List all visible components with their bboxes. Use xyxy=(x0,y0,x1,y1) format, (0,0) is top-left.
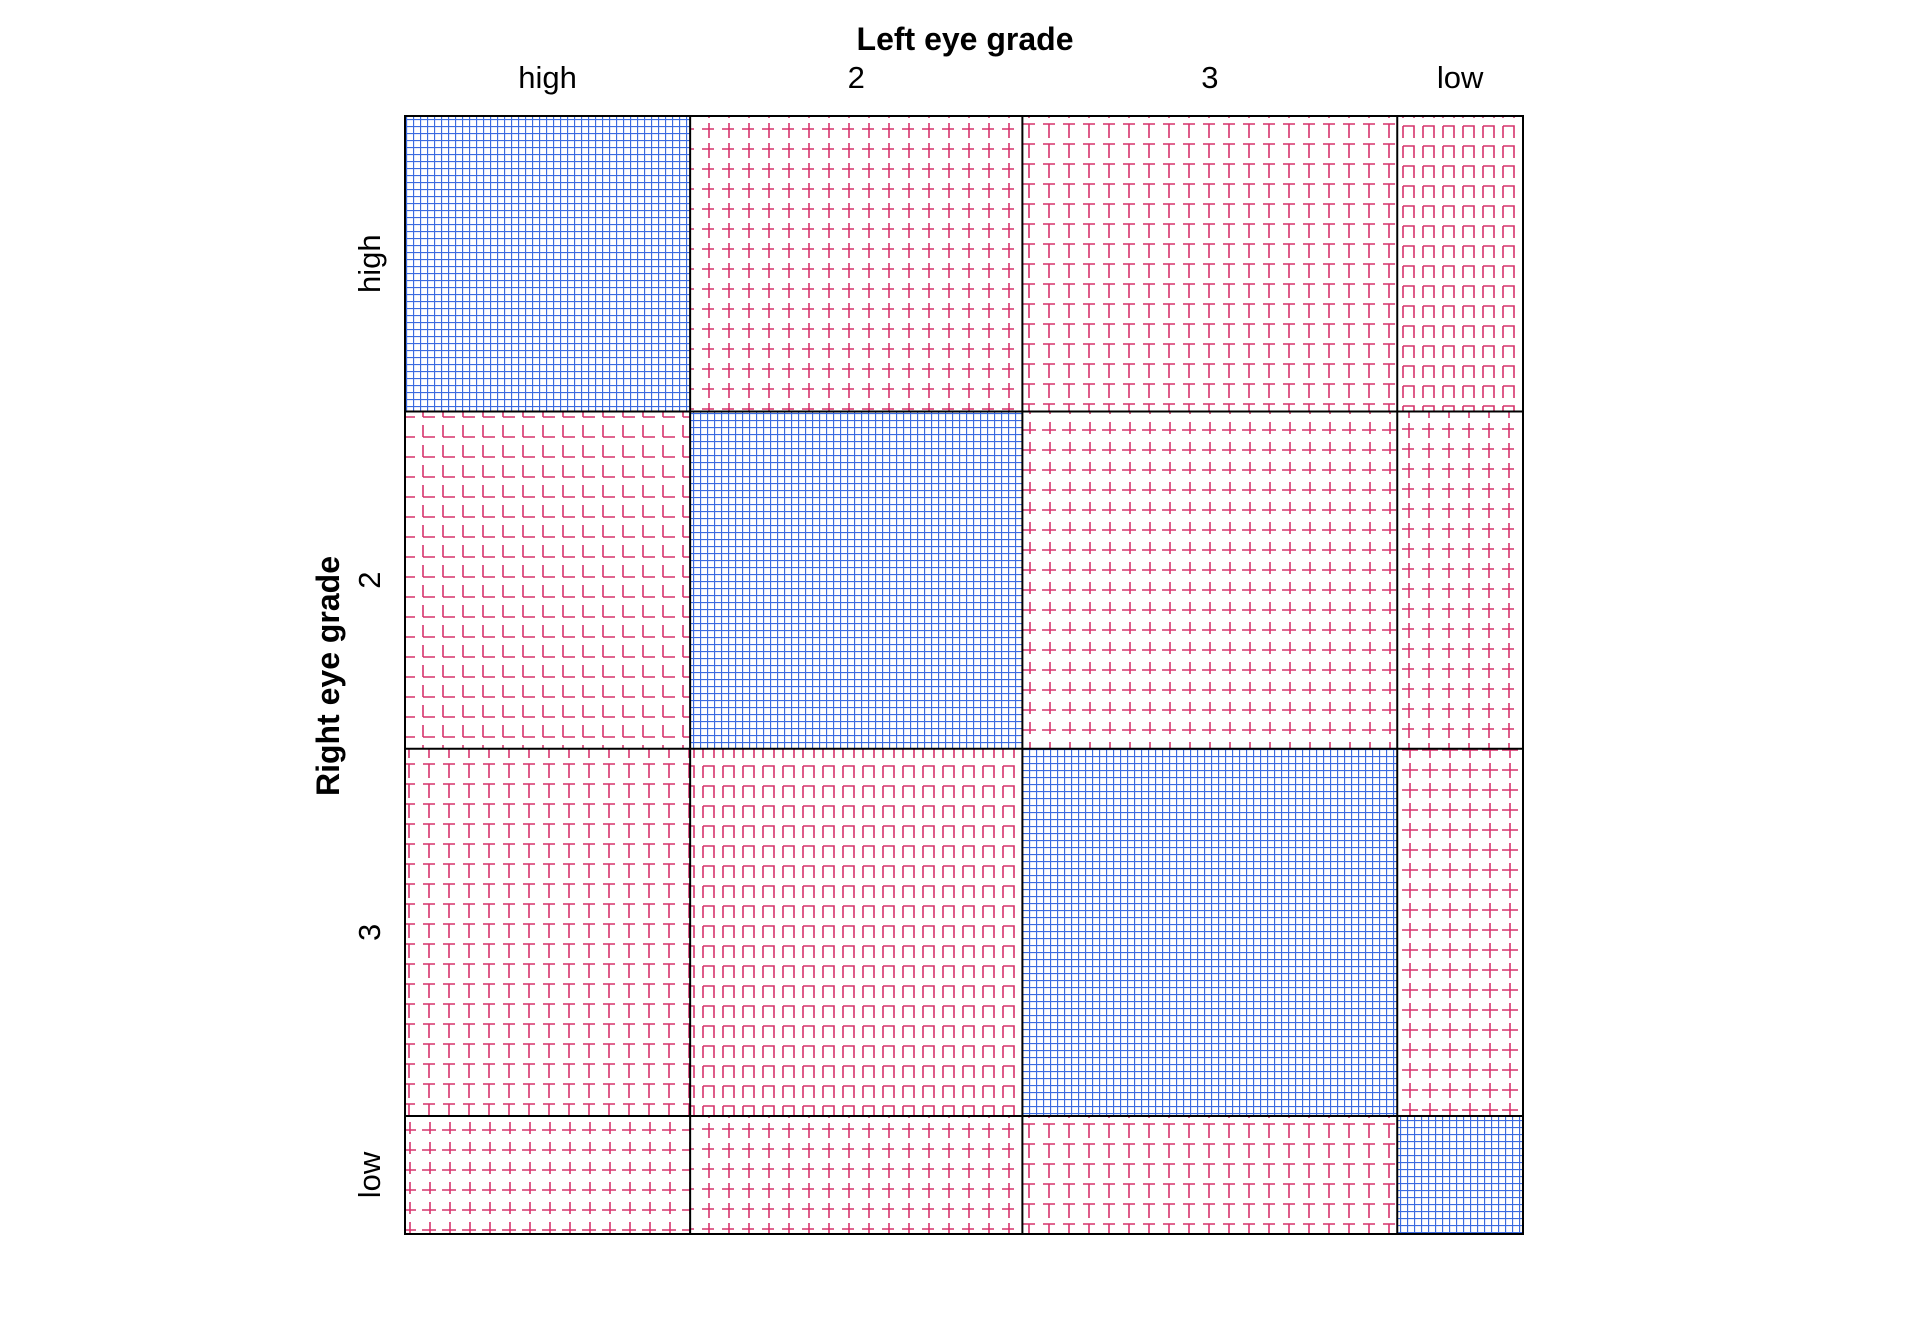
cell-borders xyxy=(405,116,1523,1234)
cell-r-3-c-high xyxy=(405,748,691,1117)
col-label-low: low xyxy=(1437,60,1484,95)
cell-r-2-c-low xyxy=(1397,411,1523,749)
cell-r-low-c-3 xyxy=(1022,1116,1398,1234)
row-label-high: high xyxy=(352,234,387,293)
cell-r-high-c-low xyxy=(1397,116,1523,412)
cell-r-2-c-3 xyxy=(1022,411,1398,749)
agreement-cell-2 xyxy=(690,411,1023,749)
cell-r-3-c-2 xyxy=(690,748,1023,1117)
cell-r-low-c-2 xyxy=(690,1116,1023,1234)
plot-frame xyxy=(404,115,1524,1235)
row-label-3: 3 xyxy=(352,924,387,941)
x-axis-title: Left eye grade xyxy=(857,21,1074,57)
y-axis-title: Right eye grade xyxy=(310,556,346,796)
cell-r-3-c-low xyxy=(1397,748,1523,1117)
agreement-cell-low xyxy=(1397,1116,1523,1234)
column-tick-labels: high 2 3 low xyxy=(518,60,1484,95)
agreement-cells xyxy=(404,115,1524,1235)
cell-r-high-c-2 xyxy=(690,116,1023,412)
cell-r-high-c-3 xyxy=(1022,116,1398,412)
col-label-3: 3 xyxy=(1201,60,1218,95)
col-label-high: high xyxy=(518,60,577,95)
agreement-cell-high xyxy=(405,116,691,412)
row-label-low: low xyxy=(352,1151,387,1198)
col-label-2: 2 xyxy=(848,60,865,95)
cell-r-low-c-high xyxy=(405,1116,691,1234)
agreement-cell-3 xyxy=(1022,748,1398,1117)
row-tick-labels: high 2 3 low xyxy=(352,234,387,1198)
cell-r-2-c-high xyxy=(405,411,691,749)
row-label-2: 2 xyxy=(352,572,387,589)
